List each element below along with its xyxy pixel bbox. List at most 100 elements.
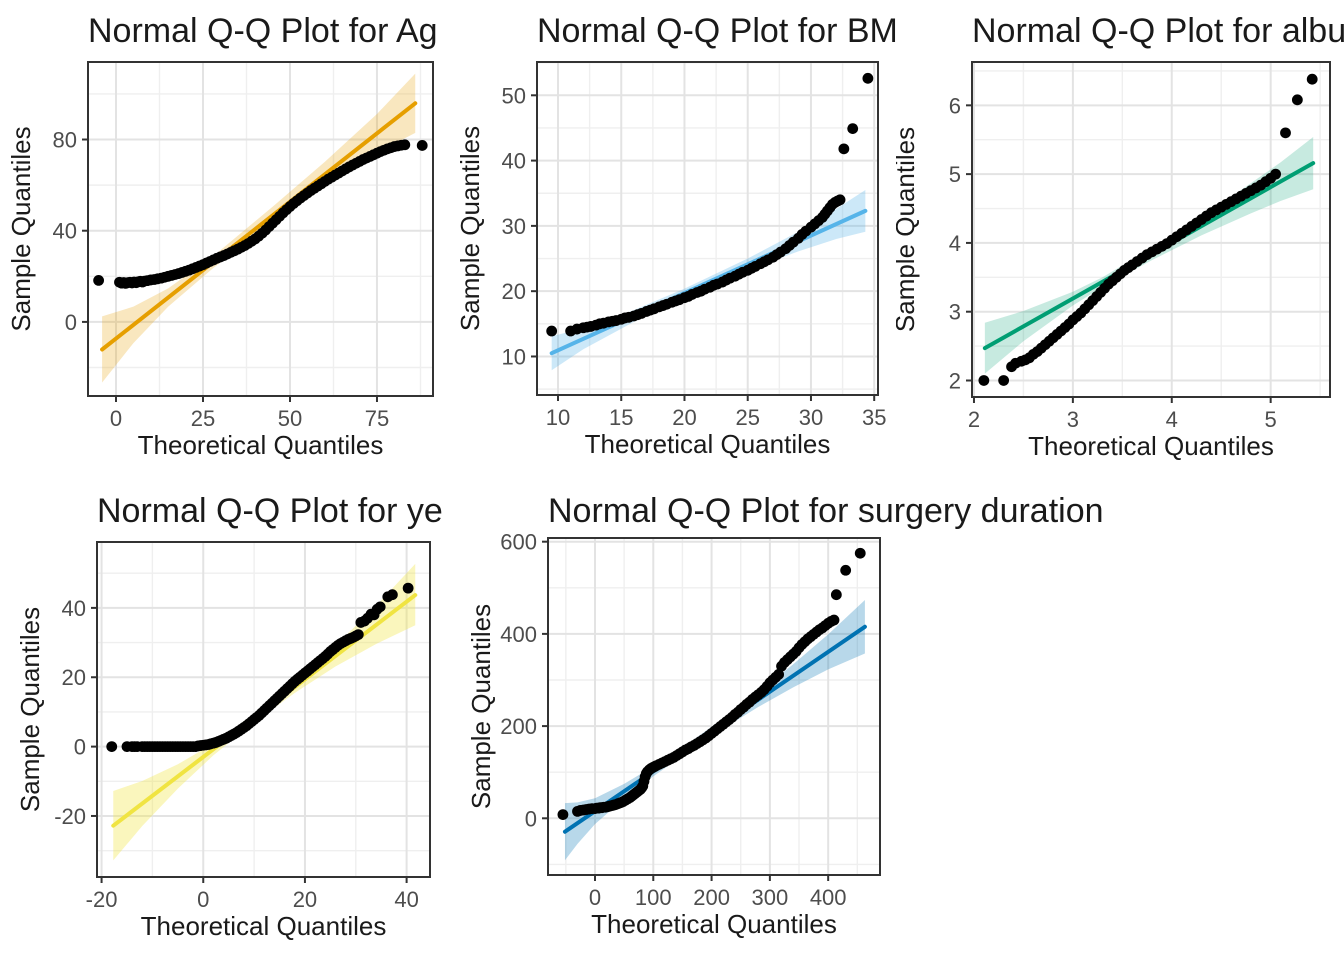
qq-point <box>1280 127 1291 139</box>
x-tick-label: 0 <box>197 887 209 912</box>
qq-plot-cell-4: -20 0 20 40 -20 0 20 40 Theoretical Quantiles Sam… <box>0 480 448 960</box>
qq-point <box>93 275 105 286</box>
plot-title: Normal Q-Q Plot for albu <box>972 12 1344 50</box>
qq-point <box>106 741 118 753</box>
y-tick-label: 40 <box>62 596 86 621</box>
x-tick-label: 75 <box>365 406 389 431</box>
qq-point <box>773 669 785 680</box>
x-tick-label: 10 <box>546 405 570 430</box>
panel-border <box>547 537 881 876</box>
y-tick-label: 30 <box>502 214 526 239</box>
y-axis-title: Sample Quantiles <box>896 127 920 332</box>
qq-point <box>828 614 840 626</box>
y-tick-labels: -20 0 20 40 <box>54 596 86 829</box>
x-tick-label: 25 <box>191 406 215 431</box>
grid-minor <box>537 61 878 395</box>
panel-border <box>96 541 431 878</box>
y-tick-label: 0 <box>65 310 77 335</box>
x-tick-label: 4 <box>1166 407 1178 432</box>
qq-point <box>998 375 1010 386</box>
qq-plot-cell-5: 0 100 200 300 400 0 200 400 600 Theoretical Quant… <box>448 480 1344 960</box>
qq-points <box>93 139 428 289</box>
y-tick-label: 2 <box>949 368 961 393</box>
qq-plot-cell-1: 0 25 50 75 0 40 80 Theoretical Quantiles Sample … <box>0 0 448 480</box>
axis-ticks <box>542 540 830 881</box>
panel-border <box>971 61 1331 398</box>
x-axis-title: Theoretical Quantiles <box>1028 431 1274 461</box>
x-tick-label: -20 <box>86 887 118 912</box>
panel-background <box>537 62 878 395</box>
y-tick-label: 0 <box>525 806 537 831</box>
qq-point <box>834 194 846 206</box>
x-tick-label: 0 <box>110 406 122 431</box>
qq-point <box>352 629 364 640</box>
y-tick-label: 50 <box>502 83 526 108</box>
plot-title: Normal Q-Q Plot for ye <box>97 492 443 530</box>
x-tick-labels: 0 25 50 75 <box>110 406 389 431</box>
qq-point <box>854 547 866 559</box>
y-tick-labels: 0 40 80 <box>53 128 77 335</box>
panel-border <box>87 61 434 397</box>
y-tick-label: 80 <box>53 128 77 153</box>
x-tick-labels: -20 0 20 40 <box>86 887 419 912</box>
y-tick-label: 400 <box>500 622 537 647</box>
y-tick-label: 40 <box>53 219 77 244</box>
x-tick-label: 100 <box>635 885 672 910</box>
qq-point <box>402 582 414 594</box>
y-tick-label: -20 <box>54 804 86 829</box>
qq-points <box>557 547 866 821</box>
qq-point <box>838 143 850 155</box>
qq-plot-cell-3: 2 3 4 5 2 3 4 5 6 Theoretical Quantiles Sample Qua… <box>896 0 1344 480</box>
x-axis-title: Theoretical Quantiles <box>141 911 387 941</box>
y-axis-title: Sample Quantiles <box>466 604 496 809</box>
y-tick-label: 3 <box>949 300 961 325</box>
qq-plot-svg-5: 0 100 200 300 400 0 200 400 600 Theoretical Quant… <box>466 492 1104 939</box>
x-tick-labels: 0 100 200 300 400 <box>589 885 847 910</box>
qq-point <box>1291 94 1303 106</box>
qq-plot-svg-2: 10 15 20 25 30 35 10 20 30 40 50 Theoretical Quanti… <box>455 12 896 459</box>
qq-point <box>374 601 386 613</box>
qq-point <box>399 139 411 151</box>
qq-plot-svg-4: -20 0 20 40 -20 0 20 40 Theoretical Quantiles Sam… <box>15 492 443 941</box>
plot-title: Normal Q-Q Plot for Ag <box>88 12 438 50</box>
x-tick-label: 30 <box>799 405 823 430</box>
axis-ticks <box>531 94 876 401</box>
qq-points <box>546 72 874 337</box>
qq-reference-line <box>100 101 418 352</box>
axis-ticks <box>82 138 378 402</box>
x-axis-title: Theoretical Quantiles <box>585 429 831 459</box>
qq-point <box>862 72 874 84</box>
plot-title: Normal Q-Q Plot for surgery duration <box>548 492 1104 530</box>
axis-ticks <box>91 606 408 883</box>
qq-points <box>978 73 1318 386</box>
qq-point <box>386 589 398 601</box>
y-tick-labels: 2 3 4 5 6 <box>949 93 961 393</box>
y-tick-label: 20 <box>502 279 526 304</box>
qq-plot-svg-1: 0 25 50 75 0 40 80 Theoretical Quantiles Sample … <box>6 12 438 460</box>
x-tick-label: 0 <box>589 885 601 910</box>
x-tick-label: 300 <box>752 885 789 910</box>
y-axis-title: Sample Quantiles <box>15 607 45 812</box>
y-tick-labels: 10 20 30 40 50 <box>502 83 526 369</box>
qq-point <box>978 375 990 386</box>
x-axis-title: Theoretical Quantiles <box>138 430 384 460</box>
x-tick-label: 3 <box>1067 407 1079 432</box>
panel-background <box>548 538 880 875</box>
y-tick-label: 10 <box>502 344 526 369</box>
qq-point <box>830 589 842 601</box>
qq-plot-svg-3: 2 3 4 5 2 3 4 5 6 Theoretical Quantiles Sample Qua… <box>896 12 1344 461</box>
y-tick-label: 600 <box>500 530 537 555</box>
x-tick-label: 25 <box>735 405 759 430</box>
x-tick-label: 50 <box>278 406 302 431</box>
qq-point <box>1270 168 1282 180</box>
y-axis-title: Sample Quantiles <box>455 126 485 331</box>
qq-plot-cell-2: 10 15 20 25 30 35 10 20 30 40 50 Theoretical Quanti… <box>448 0 896 480</box>
y-tick-label: 20 <box>62 665 86 690</box>
panel-border <box>536 61 879 396</box>
qq-point <box>557 809 569 821</box>
x-tick-labels: 2 3 4 5 <box>968 407 1277 432</box>
x-tick-label: 5 <box>1265 407 1277 432</box>
qq-point <box>546 325 558 337</box>
y-tick-label: 0 <box>74 735 86 760</box>
